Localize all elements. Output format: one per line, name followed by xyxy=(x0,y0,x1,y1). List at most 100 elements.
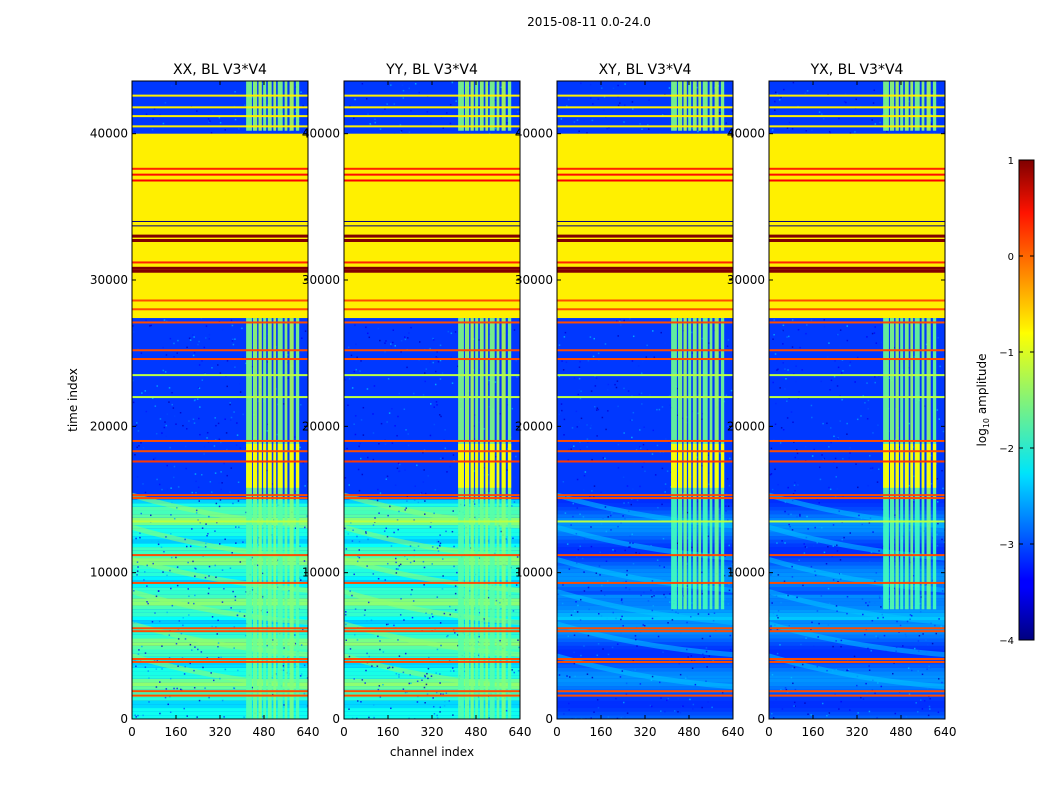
noise-speck xyxy=(786,691,789,694)
noise-speck xyxy=(406,558,409,561)
noise-speck xyxy=(220,656,222,658)
noise-speck xyxy=(137,566,139,568)
noise-speck xyxy=(814,570,816,573)
noise-speck xyxy=(165,688,168,690)
noise-speck xyxy=(478,421,480,424)
noise-speck xyxy=(435,691,438,694)
noise-speck xyxy=(137,430,140,432)
noise-speck xyxy=(189,545,192,548)
horizontal-line xyxy=(769,94,945,97)
noise-speck xyxy=(145,410,148,413)
horizontal-line xyxy=(557,358,733,361)
heatmap-band xyxy=(769,620,945,624)
rfi-channel-stripe xyxy=(289,318,294,500)
noise-speck xyxy=(346,447,348,450)
heatmap-band xyxy=(132,700,308,705)
noise-speck xyxy=(169,337,172,340)
heatmap-band xyxy=(344,517,520,522)
noise-speck xyxy=(211,491,213,493)
noise-speck xyxy=(400,598,402,600)
noise-speck xyxy=(648,99,650,101)
noise-speck xyxy=(591,458,593,461)
noise-speck xyxy=(816,498,818,500)
horizontal-line xyxy=(344,554,520,557)
noise-speck xyxy=(865,629,868,631)
noise-speck xyxy=(627,390,630,392)
noise-speck xyxy=(869,467,872,470)
noise-speck xyxy=(771,673,774,676)
noise-speck xyxy=(786,417,789,419)
noise-speck xyxy=(636,645,638,647)
noise-speck xyxy=(642,361,644,363)
noise-speck xyxy=(629,546,631,548)
noise-speck xyxy=(638,393,641,395)
noise-speck xyxy=(639,447,642,449)
noise-speck xyxy=(781,540,783,542)
noise-speck xyxy=(568,702,570,705)
noise-speck xyxy=(430,403,432,405)
horizontal-line xyxy=(344,581,520,584)
noise-speck xyxy=(727,519,729,522)
horizontal-line xyxy=(769,321,945,324)
noise-speck xyxy=(168,634,171,636)
noise-speck xyxy=(839,573,841,575)
noise-speck xyxy=(640,594,642,597)
noise-speck xyxy=(639,683,642,685)
noise-speck xyxy=(164,696,167,699)
colorbar-gradient xyxy=(1018,159,1035,641)
heatmap-band xyxy=(769,667,945,672)
horizontal-line xyxy=(557,115,733,118)
heatmap-band xyxy=(344,503,520,507)
noise-speck xyxy=(425,368,428,370)
noise-speck xyxy=(615,617,617,620)
noise-speck xyxy=(237,481,240,484)
noise-speck xyxy=(582,516,585,518)
noise-speck xyxy=(422,451,424,454)
horizontal-line xyxy=(132,115,308,118)
heatmap-band xyxy=(344,525,520,529)
noise-speck xyxy=(564,512,567,514)
noise-speck xyxy=(588,608,590,611)
noise-speck xyxy=(782,343,784,345)
noise-speck xyxy=(560,403,563,405)
horizontal-line xyxy=(132,439,308,442)
noise-speck xyxy=(601,416,604,419)
heatmap-band xyxy=(344,539,520,544)
heatmap-band xyxy=(557,620,733,624)
noise-speck xyxy=(788,523,790,526)
noise-speck xyxy=(853,655,856,658)
noise-speck xyxy=(771,488,774,491)
noise-speck xyxy=(661,406,664,408)
heatmap-band xyxy=(557,561,733,566)
noise-speck xyxy=(303,664,306,667)
noise-speck xyxy=(217,645,219,648)
noise-speck xyxy=(366,332,369,335)
noise-speck xyxy=(440,415,442,418)
noise-speck xyxy=(788,624,791,627)
x-tick-label: 160 xyxy=(165,725,188,739)
heatmap-band xyxy=(344,678,520,683)
rfi-channel-stripe xyxy=(479,81,484,131)
noise-speck xyxy=(846,669,848,672)
noise-speck xyxy=(798,391,800,393)
noise-speck xyxy=(898,452,901,455)
noise-speck xyxy=(865,682,867,685)
noise-speck xyxy=(629,542,631,544)
noise-speck xyxy=(601,87,603,89)
noise-speck xyxy=(788,128,790,130)
noise-speck xyxy=(591,119,594,122)
noise-speck xyxy=(214,530,216,532)
noise-speck xyxy=(390,84,392,86)
noise-speck xyxy=(345,611,347,613)
noise-speck xyxy=(616,643,619,645)
x-tick-label: 160 xyxy=(802,725,825,739)
noise-speck xyxy=(595,409,598,411)
noise-speck xyxy=(298,577,301,580)
noise-speck xyxy=(448,700,451,702)
rfi-strong-block xyxy=(489,443,495,488)
noise-speck xyxy=(770,574,772,576)
horizontal-line xyxy=(132,269,308,273)
noise-speck xyxy=(424,500,426,502)
noise-speck xyxy=(206,534,208,537)
x-tick-label: 0 xyxy=(553,725,561,739)
